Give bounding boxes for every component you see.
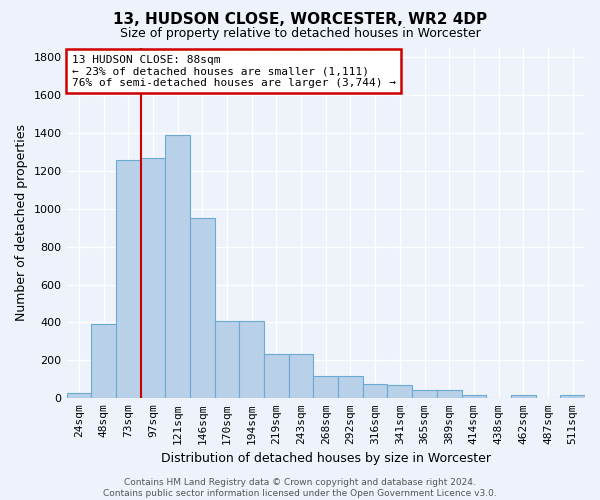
Bar [511,394,536,398]
Bar [289,354,313,399]
Bar [116,160,140,398]
Text: 13, HUDSON CLOSE, WORCESTER, WR2 4DP: 13, HUDSON CLOSE, WORCESTER, WR2 4DP [113,12,487,28]
Bar [461,394,486,398]
Bar [560,394,585,398]
Bar [363,384,388,398]
Text: 13 HUDSON CLOSE: 88sqm
← 23% of detached houses are smaller (1,111)
76% of semi-: 13 HUDSON CLOSE: 88sqm ← 23% of detached… [72,54,396,88]
Text: Size of property relative to detached houses in Worcester: Size of property relative to detached ho… [119,28,481,40]
Bar [165,134,190,398]
Bar [412,390,437,398]
Bar [338,376,363,398]
Bar [215,320,239,398]
Bar [140,158,165,398]
Bar [190,218,215,398]
Bar [91,324,116,398]
X-axis label: Distribution of detached houses by size in Worcester: Distribution of detached houses by size … [161,452,491,465]
Bar [264,354,289,399]
Bar [239,320,264,398]
Y-axis label: Number of detached properties: Number of detached properties [15,124,28,322]
Bar [388,385,412,398]
Bar [67,392,91,398]
Text: Contains HM Land Registry data © Crown copyright and database right 2024.
Contai: Contains HM Land Registry data © Crown c… [103,478,497,498]
Bar [437,390,461,398]
Bar [313,376,338,398]
